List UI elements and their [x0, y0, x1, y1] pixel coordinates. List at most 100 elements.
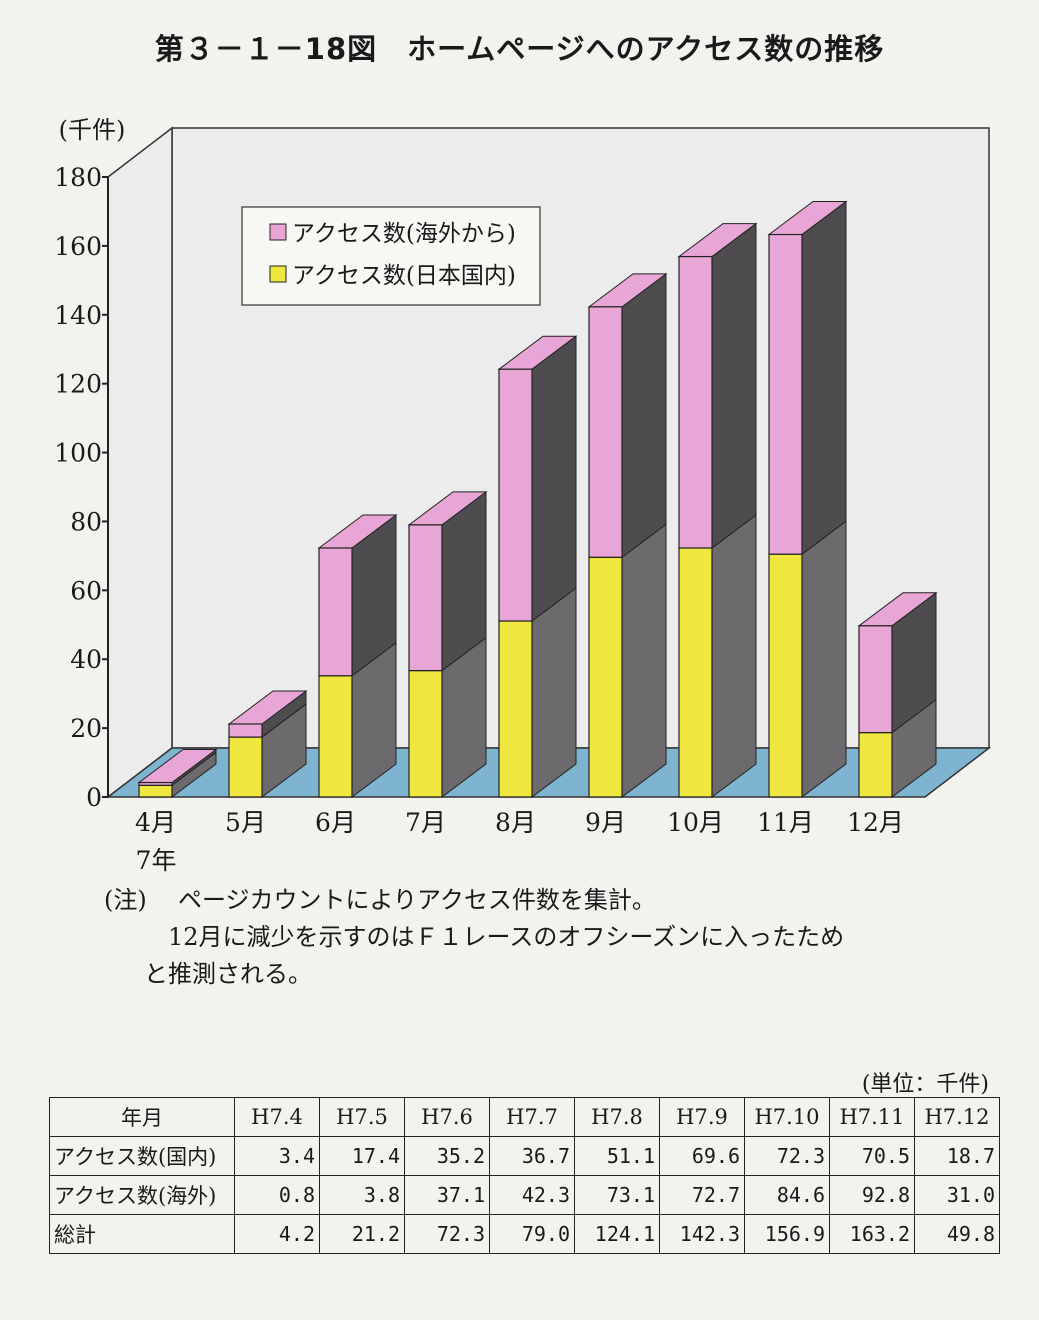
table-header-cell: 年月 [49, 1097, 235, 1137]
bar-domestic [858, 731, 893, 798]
note-label: (注) [104, 886, 147, 914]
bar-domestic [318, 675, 353, 798]
y-tick-label: 160 [54, 232, 102, 261]
y-tick-label: 80 [70, 507, 102, 536]
table-cell: 142.3 [659, 1214, 745, 1254]
legend-label: アクセス数(海外から) [292, 221, 516, 247]
bar-overseas [858, 625, 893, 734]
x-tick-label: 12月 [847, 808, 904, 837]
y-axis: 0 20 40 60 80 100 120 140 160 180 (千件) [54, 116, 125, 812]
x-tick-label: 4月 [135, 808, 176, 837]
table-cell: 35.2 [404, 1136, 490, 1176]
x-axis-labels: 4月 5月 6月 7月 8月 9月 10月 11月 12月 7年 [135, 808, 904, 875]
table-cell: 17.4 [319, 1136, 405, 1176]
table-cell: 18.7 [914, 1136, 1000, 1176]
x-tick-label: 6月 [315, 808, 356, 837]
table-cell: 124.1 [574, 1214, 660, 1254]
table-row-label: アクセス数(海外) [49, 1175, 235, 1215]
table-cell: 163.2 [829, 1214, 915, 1254]
table-cell: 49.8 [914, 1214, 1000, 1254]
bar-domestic [408, 669, 443, 798]
legend-swatch [269, 223, 287, 241]
bar-overseas [228, 723, 263, 738]
y-tick-label: 0 [86, 783, 102, 812]
y-unit-label: (千件) [59, 116, 126, 144]
table-cell: 37.1 [404, 1175, 490, 1215]
table-row: アクセス数(海外) 0.8 3.8 37.1 42.3 73.1 72.7 84.6 92.8 3… [49, 1175, 1000, 1215]
x-year-label: 7年 [136, 846, 177, 875]
y-tick-label: 120 [54, 370, 102, 399]
table-header-cell: H7.8 [574, 1097, 660, 1137]
table-cell: 92.8 [829, 1175, 915, 1215]
figure-title: 第３－１－18図 ホームページへのアクセス数の推移 [154, 32, 885, 66]
table-cell: 36.7 [489, 1136, 575, 1176]
bar-group [137, 200, 938, 798]
table-header-cell: H7.11 [829, 1097, 915, 1137]
table-cell: 0.8 [234, 1175, 320, 1215]
table-header-cell: H7.12 [914, 1097, 1000, 1137]
y-tick-label: 20 [70, 714, 102, 743]
table-unit-label: (単位：千件) [861, 1072, 989, 1097]
x-tick-label: 8月 [495, 808, 536, 837]
y-tick-label: 100 [54, 439, 102, 468]
legend-box [241, 206, 541, 306]
table-cell: 72.7 [659, 1175, 745, 1215]
bar-overseas [588, 306, 623, 558]
y-tick-label: 140 [54, 301, 102, 330]
bar-side-overseas [621, 272, 667, 559]
bar-domestic [138, 784, 173, 798]
x-tick-label: 9月 [585, 808, 626, 837]
bar-overseas [678, 255, 713, 549]
bar-side-domestic [531, 586, 577, 798]
bar-overseas [498, 368, 533, 622]
x-tick-label: 7月 [405, 808, 446, 837]
table-row-label: アクセス数(国内) [49, 1136, 235, 1176]
table-row: 総計 4.2 21.2 72.3 79.0 124.1 142.3 156.9 163.2 49.… [49, 1214, 1000, 1254]
legend-swatch [269, 265, 287, 283]
note-line-1: ページカウントによりアクセス件数を集計。 [178, 886, 656, 914]
table-row: アクセス数(国内) 3.4 17.4 35.2 36.7 51.1 69.6 72.3 70.5… [49, 1136, 1000, 1176]
bar-domestic [228, 736, 263, 798]
table-cell: 3.4 [234, 1136, 320, 1176]
table-cell: 3.8 [319, 1175, 405, 1215]
y-tick-label: 60 [70, 576, 102, 605]
bar-overseas [768, 233, 803, 555]
bar-side-overseas [531, 335, 577, 622]
table-cell: 31.0 [914, 1175, 1000, 1215]
bar-side-overseas [801, 200, 847, 556]
bar-overseas [408, 524, 443, 672]
table-header-cell: H7.9 [659, 1097, 745, 1137]
table-cell: 21.2 [319, 1214, 405, 1254]
table-cell: 72.3 [404, 1214, 490, 1254]
bar-domestic [498, 620, 533, 798]
table-header-cell: H7.10 [744, 1097, 830, 1137]
bar-domestic [678, 547, 713, 798]
bar-side-overseas [711, 222, 757, 549]
x-tick-label: 11月 [757, 808, 814, 837]
bar-side-domestic [711, 513, 757, 798]
table-header-cell: H7.7 [489, 1097, 575, 1137]
data-table: 年月 H7.4 H7.5 H7.6 H7.7 H7.8 H7.9 H7.10 H… [49, 1097, 1000, 1254]
table-header-cell: H7.5 [319, 1097, 405, 1137]
table-body: アクセス数(国内) 3.4 17.4 35.2 36.7 51.1 69.6 72.3 70.5… [49, 1136, 1000, 1254]
y-tick-label: 180 [54, 163, 102, 192]
note-line-3: と推測される。 [144, 960, 312, 988]
table-cell: 4.2 [234, 1214, 320, 1254]
bar-overseas [318, 547, 353, 677]
table-cell: 156.9 [744, 1214, 830, 1254]
x-tick-label: 10月 [667, 808, 724, 837]
table-cell: 84.6 [744, 1175, 830, 1215]
table-cell: 79.0 [489, 1214, 575, 1254]
table-header-cell: H7.6 [404, 1097, 490, 1137]
x-tick-label: 5月 [225, 808, 266, 837]
table-header-row: 年月 H7.4 H7.5 H7.6 H7.7 H7.8 H7.9 H7.10 H… [49, 1097, 1000, 1137]
table-cell: 70.5 [829, 1136, 915, 1176]
table-cell: 69.6 [659, 1136, 745, 1176]
table-cell: 51.1 [574, 1136, 660, 1176]
stacked-3d-bar-chart: 0 20 40 60 80 100 120 140 160 180 (千件) 4月 5月 6月 7月 8月 9… [54, 116, 992, 875]
bar-domestic [588, 556, 623, 798]
legend: アクセス数(海外から) アクセス数(日本国内) [241, 206, 541, 306]
note-line-2: 12月に減少を示すのはＦ１レースのオフシーズンに入ったため [168, 923, 845, 951]
legend-label: アクセス数(日本国内) [292, 263, 516, 289]
bar-domestic [768, 553, 803, 798]
